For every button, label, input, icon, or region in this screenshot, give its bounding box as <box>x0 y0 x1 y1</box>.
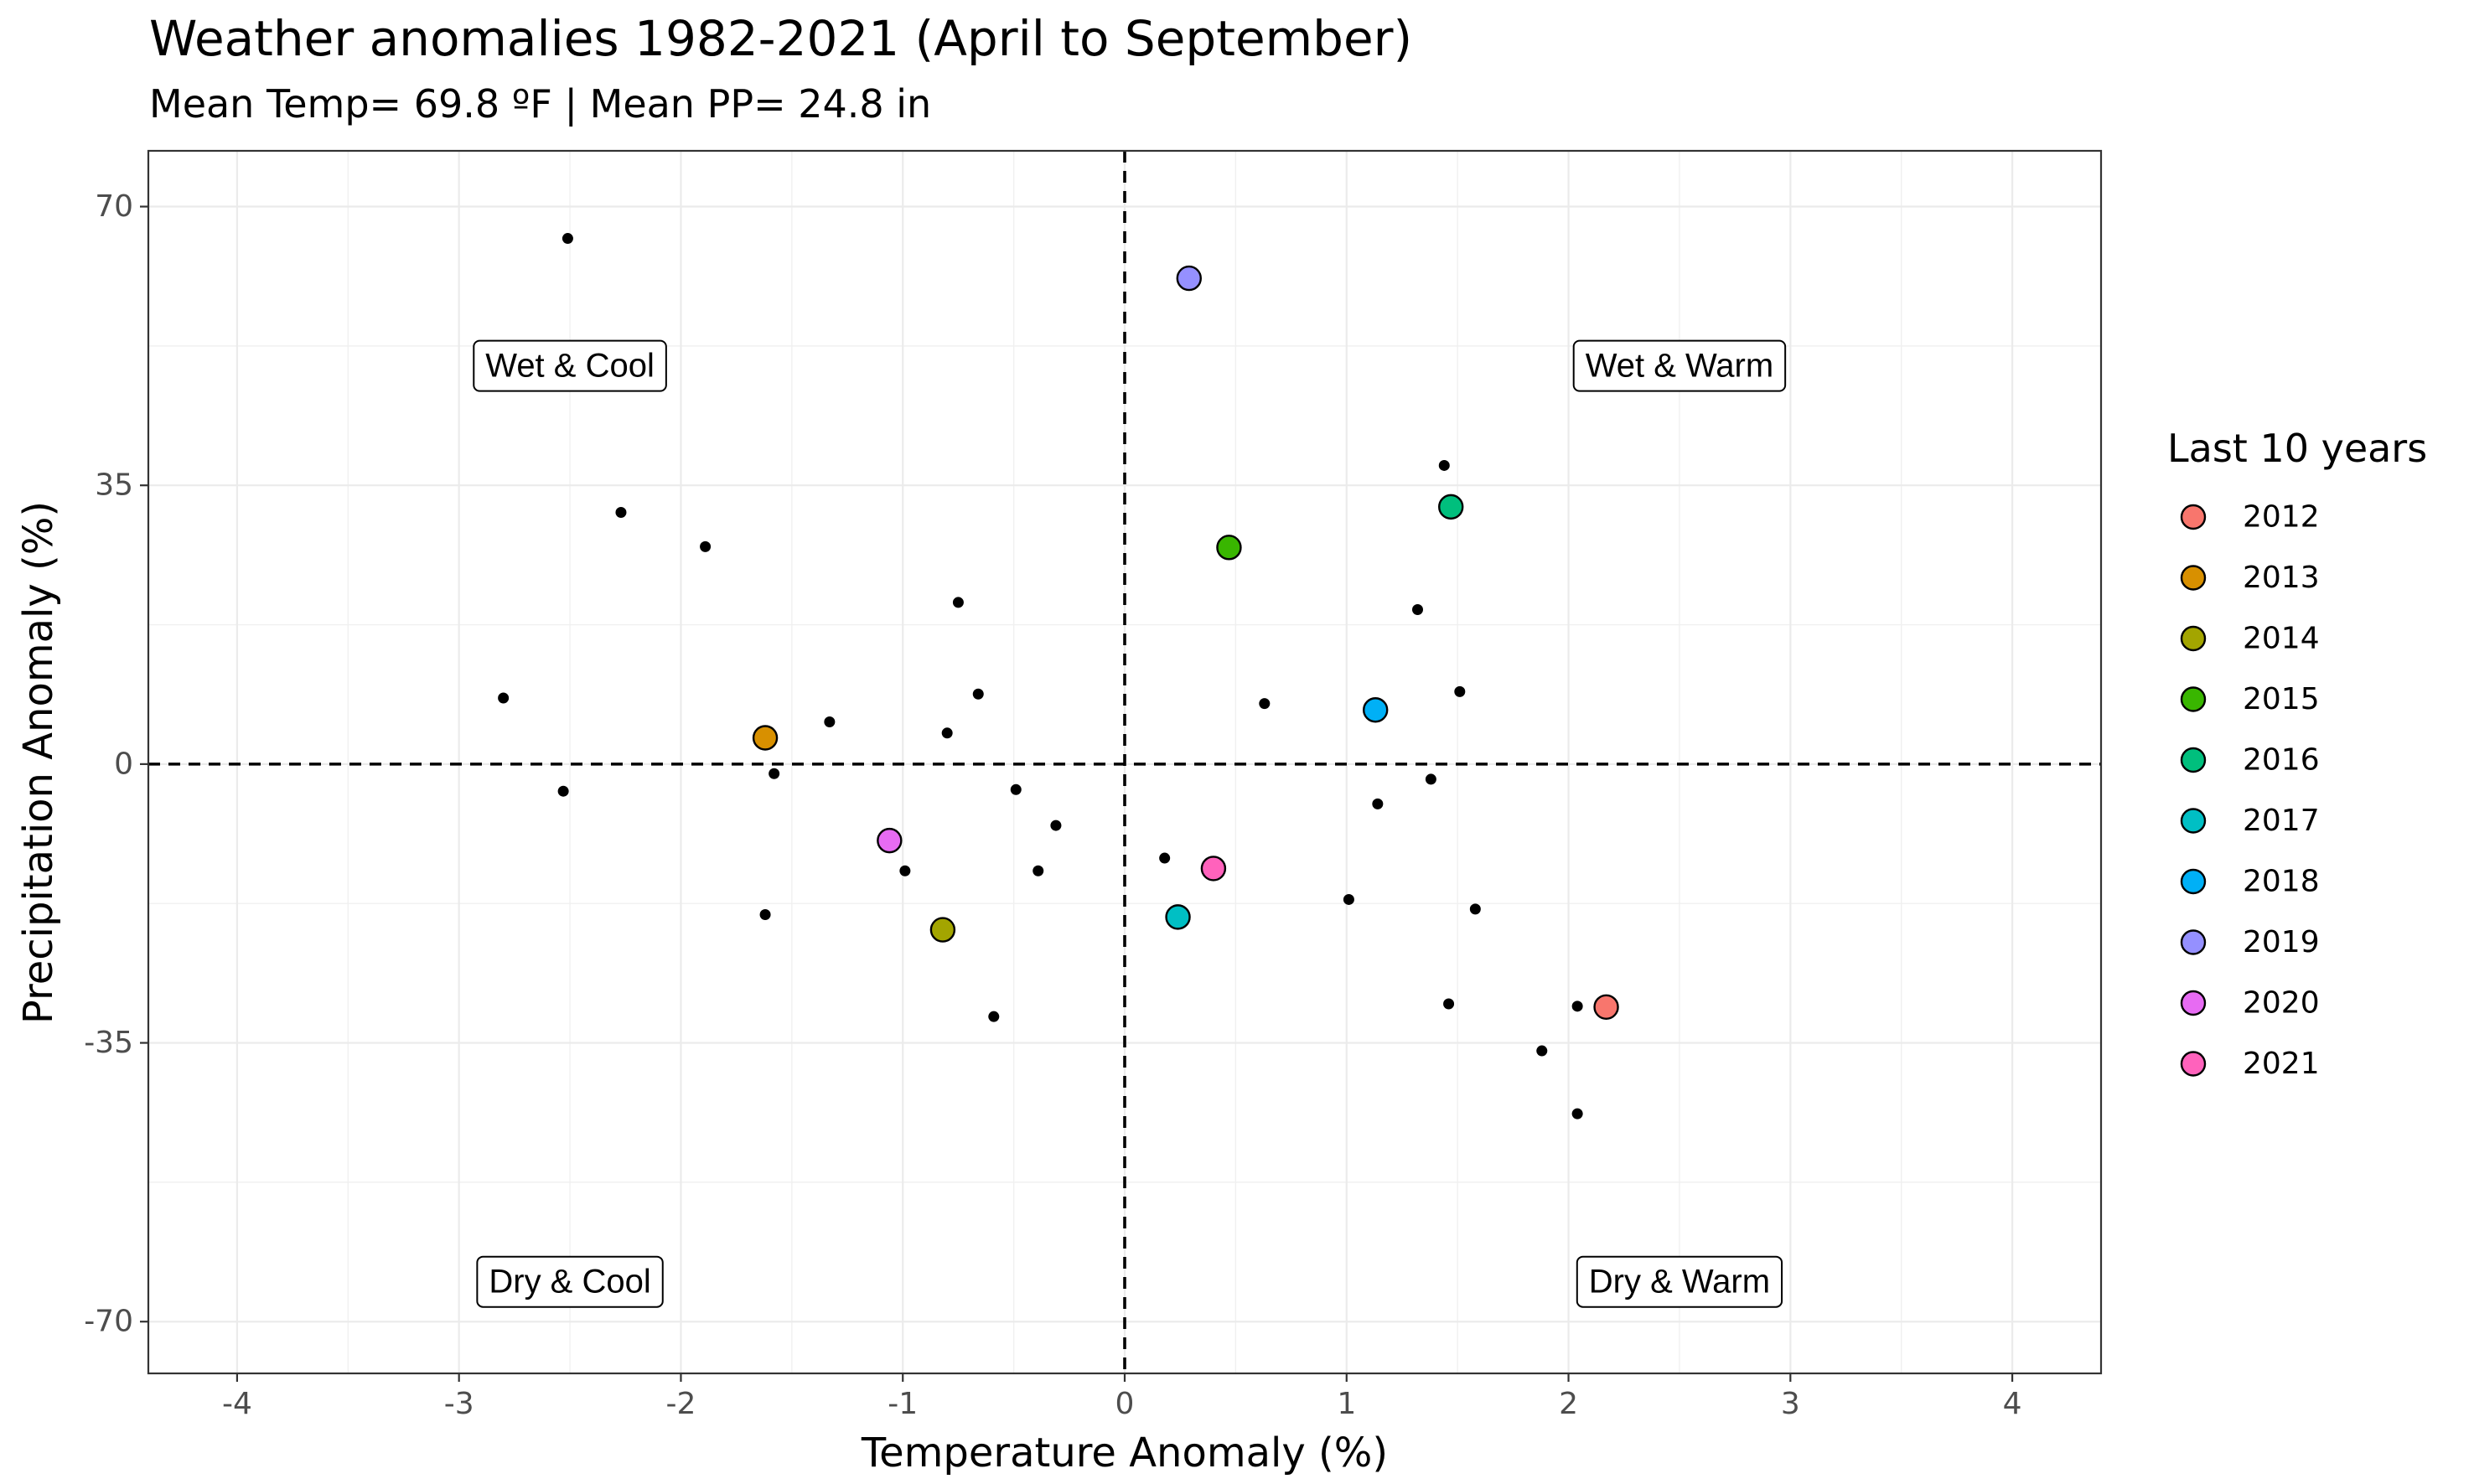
x-tick-label: -2 <box>666 1387 696 1421</box>
legend: Last 10 years 2012 2013 2014 2015 2016 2017 20… <box>2167 426 2427 1081</box>
point-2013 <box>752 725 779 751</box>
point-other-year <box>1259 698 1271 710</box>
legend-key-2018 <box>2180 868 2207 895</box>
quadrant-label: Wet & Cool <box>473 339 667 392</box>
point-other-year <box>769 768 780 779</box>
quadrant-label-box <box>1576 1255 1783 1308</box>
x-tick-label: 0 <box>1115 1387 1135 1421</box>
legend-key-2021 <box>2180 1051 2207 1077</box>
x-tick-label: 1 <box>1337 1387 1356 1421</box>
legend-key-2017 <box>2180 808 2207 834</box>
point-other-year <box>759 909 771 921</box>
x-axis-ticks: -4 -3 -2 -1 0 1 2 3 4 <box>222 1373 2022 1421</box>
legend-label-2013: 2013 <box>2243 561 2320 595</box>
point-other-year <box>1536 1045 1548 1057</box>
legend-label-2014: 2014 <box>2243 622 2320 656</box>
x-tick-label: -4 <box>222 1387 252 1421</box>
y-axis-title: Precipitation Anomaly (%) <box>15 501 62 1024</box>
point-other-year <box>498 692 510 704</box>
point-other-year <box>1372 798 1384 809</box>
legend-label-2019: 2019 <box>2243 925 2320 959</box>
x-tick-label: 2 <box>1559 1387 1578 1421</box>
y-tick-label: 0 <box>114 747 133 781</box>
point-2014 <box>929 917 956 943</box>
point-other-year <box>1425 773 1436 785</box>
legend-key-2020 <box>2180 990 2207 1016</box>
legend-key-2013 <box>2180 565 2207 591</box>
y-axis-ticks: -70 -35 0 35 70 <box>84 189 148 1339</box>
point-other-year <box>1412 603 1423 615</box>
y-tick-label: -70 <box>84 1305 133 1339</box>
y-tick-label: -35 <box>84 1026 133 1060</box>
quadrant-label-box <box>1572 339 1787 392</box>
point-2019 <box>1176 265 1202 292</box>
point-other-year <box>1033 865 1044 876</box>
quadrant-label: Dry & Cool <box>476 1255 664 1308</box>
point-other-year <box>952 597 964 608</box>
point-other-year <box>972 688 984 700</box>
point-other-year <box>1159 852 1171 864</box>
point-other-year <box>1438 459 1450 471</box>
legend-key-2019 <box>2180 929 2207 955</box>
point-other-year <box>824 716 836 728</box>
quadrant-label-box <box>473 339 667 392</box>
quadrant-labels: Wet & Cool Wet & Warm Dry & Cool Dry & Warm <box>473 339 1787 1308</box>
x-tick-label: -1 <box>888 1387 918 1421</box>
x-axis-title: Temperature Anomaly (%) <box>861 1430 1388 1476</box>
legend-key-2016 <box>2180 747 2207 773</box>
quadrant-label: Wet & Warm <box>1572 339 1787 392</box>
point-other-year <box>1571 1108 1583 1119</box>
point-other-year <box>562 233 573 245</box>
point-other-year <box>988 1011 1000 1022</box>
point-other-year <box>899 865 911 876</box>
legend-label-2018: 2018 <box>2243 865 2320 899</box>
point-other-year <box>1050 820 1062 831</box>
x-tick-label: -3 <box>444 1387 474 1421</box>
chart-title: Weather anomalies 1982-2021 (April to Se… <box>149 10 1412 67</box>
reference-lines <box>148 151 2101 1373</box>
x-tick-label: 3 <box>1781 1387 1800 1421</box>
y-tick-label: 35 <box>95 468 133 503</box>
legend-label-2017: 2017 <box>2243 804 2320 838</box>
legend-label-2020: 2020 <box>2243 986 2320 1021</box>
x-tick-label: 4 <box>2003 1387 2022 1421</box>
point-2017 <box>1165 904 1191 930</box>
legend-label-2012: 2012 <box>2243 500 2320 535</box>
quadrant-label-text: Dry & Warm <box>1589 1264 1770 1300</box>
legend-label-2016: 2016 <box>2243 743 2320 778</box>
legend-key-2015 <box>2180 686 2207 712</box>
legend-label-2021: 2021 <box>2243 1047 2320 1081</box>
point-other-year <box>615 507 627 519</box>
quadrant-label: Dry & Warm <box>1576 1255 1783 1308</box>
point-other-year <box>1454 685 1466 697</box>
data-points <box>498 233 1619 1119</box>
point-other-year <box>1469 903 1481 915</box>
quadrant-label-box <box>476 1255 664 1308</box>
point-other-year <box>1571 1001 1583 1012</box>
point-2015 <box>1216 535 1242 561</box>
point-2016 <box>1438 494 1464 520</box>
y-tick-label: 70 <box>95 189 133 224</box>
point-other-year <box>557 785 569 797</box>
point-2020 <box>877 827 903 854</box>
quadrant-label-text: Wet & Cool <box>485 348 655 385</box>
quadrant-label-text: Wet & Warm <box>1586 348 1773 385</box>
quadrant-label-text: Dry & Cool <box>489 1264 650 1300</box>
legend-key-2014 <box>2180 625 2207 652</box>
point-2018 <box>1362 697 1389 723</box>
legend-label-2015: 2015 <box>2243 682 2320 716</box>
point-other-year <box>700 540 712 552</box>
point-other-year <box>1443 998 1455 1010</box>
point-other-year <box>1010 783 1022 795</box>
legend-title: Last 10 years <box>2167 426 2427 471</box>
point-2012 <box>1593 994 1619 1020</box>
point-other-year <box>1343 893 1354 905</box>
point-2021 <box>1200 856 1227 882</box>
chart-subtitle: Mean Temp= 69.8 ºF | Mean PP= 24.8 in <box>149 81 931 127</box>
point-other-year <box>941 727 953 739</box>
legend-key-2012 <box>2180 504 2207 530</box>
